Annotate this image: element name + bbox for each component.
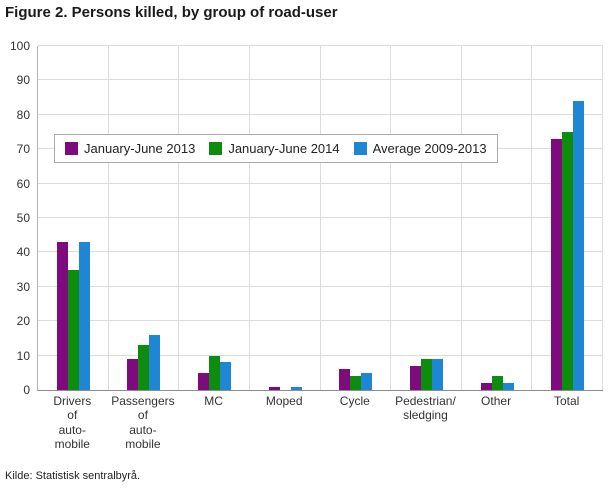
x-category-label: Drivers of auto- mobile [53,394,92,452]
gridline-vertical [107,46,109,390]
legend-item: January-June 2013 [65,141,195,156]
gridline-horizontal [38,113,603,115]
bar [573,101,585,390]
x-axis-labels: Drivers of auto- mobile Passengers of aut… [37,394,602,452]
source-note: Kilde: Statistisk sentralbyrå. [5,470,141,482]
bar [56,242,68,390]
gridline-horizontal [38,285,603,287]
bar-group [38,46,109,390]
bar [562,132,574,390]
x-category-label: MC [204,394,223,408]
bar [350,376,362,390]
gridline-vertical [248,46,250,390]
bar [149,334,161,390]
bar-groups [38,46,603,390]
x-category-label: Other [481,394,512,408]
bar [290,386,302,390]
x-category-label: Passengers of auto- mobile [111,394,175,452]
bar-group [250,46,321,390]
bar-group [391,46,462,390]
x-category-label: Cycle [339,394,370,408]
bar [420,359,432,390]
legend: January-June 2013 January-June 2014 Averag… [54,134,498,163]
bar-group [109,46,180,390]
chart-title: Figure 2. Persons killed, by group of ro… [5,4,338,21]
gridline-horizontal [38,251,603,253]
bar [551,138,563,390]
bar-group [321,46,392,390]
bar [339,369,351,390]
legend-item: Average 2009-2013 [353,141,487,156]
bar [409,365,421,390]
plot-area: January-June 2013 January-June 2014 Averag… [37,45,603,391]
legend-item: January-June 2014 [209,141,340,156]
y-tick-label: 70 [16,142,30,157]
gridline-horizontal [38,217,603,218]
gridline-horizontal [38,354,603,356]
bar [491,376,503,390]
bar [502,383,514,390]
gridline-vertical [319,46,321,390]
bar-group [462,46,533,390]
x-category-label: Total [554,394,580,408]
bar [138,345,150,390]
bar [361,372,373,390]
y-tick-label: 80 [16,107,30,122]
gridline-horizontal [38,79,603,81]
bar [431,359,443,390]
bar [67,269,79,390]
bar [220,362,232,390]
y-tick-label: 100 [9,39,30,53]
gridline-horizontal [38,182,603,184]
bar [127,359,139,390]
gridline-vertical [460,46,462,390]
bar [78,242,90,390]
y-tick-label: 10 [16,348,30,363]
gridline-horizontal [38,45,603,46]
y-tick-label: 0 [23,383,30,397]
y-tick-label: 30 [16,279,30,294]
y-tick-label: 60 [16,176,30,191]
legend-label: Average 2009-2013 [372,141,487,156]
x-category-label: Moped [265,394,303,408]
y-axis: 0 10 20 30 40 50 60 70 80 90 100 [0,39,33,397]
y-tick-label: 50 [16,211,30,225]
gridline-vertical [178,46,180,390]
gridline-vertical [602,46,603,390]
bar [198,372,210,390]
y-tick-label: 90 [16,73,30,88]
legend-label: January-June 2013 [84,141,196,156]
legend-swatch [353,142,367,155]
y-tick-label: 20 [16,314,30,329]
y-tick-label: 40 [16,245,30,260]
gridline-vertical [531,46,533,390]
legend-swatch [65,142,78,155]
bar [268,386,280,390]
bar-group [532,46,603,390]
bar-group [179,46,250,390]
legend-label: January-June 2014 [228,141,340,156]
bar [209,355,221,390]
bar [480,383,492,390]
gridline-vertical [390,46,392,390]
gridline-horizontal [38,320,603,322]
x-category-label: Pedestrian/ sledging [395,394,456,423]
legend-swatch [209,142,223,155]
